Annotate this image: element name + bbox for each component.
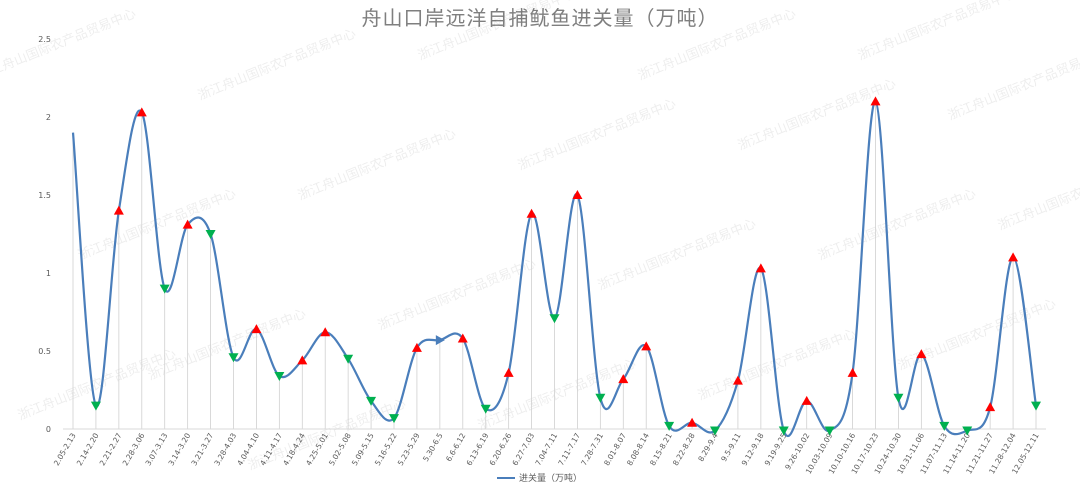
- watermark-text: 浙江舟山国际农产品贸易中心: [376, 256, 538, 333]
- data-point-down-marker: [343, 354, 354, 364]
- x-tick-label: 8.29-9.4: [696, 431, 720, 463]
- y-tick-label: 2.5: [38, 35, 51, 44]
- data-point-down-marker: [778, 426, 789, 436]
- x-tick-label: 8.22-8.28: [671, 431, 697, 467]
- data-point-up-marker: [526, 208, 537, 218]
- x-tick-label: 6.13-6.19: [465, 431, 491, 467]
- x-tick-label: 5.09-5.15: [350, 431, 376, 467]
- x-tick-label: 8.08-8.14: [625, 431, 651, 467]
- x-tick-label: 5.16-5.22: [373, 431, 399, 467]
- watermark-text: 浙江舟山国际农产品贸易中心: [516, 96, 678, 173]
- data-point-down-marker: [824, 426, 835, 436]
- x-tick-label: 5.23-5.29: [396, 431, 422, 467]
- legend: 进关量（万吨）: [497, 472, 582, 484]
- data-point-up-marker: [572, 190, 583, 199]
- x-tick-label: 3.21-3.27: [189, 431, 215, 467]
- x-tick-label: 8.15-8.21: [648, 431, 674, 467]
- x-tick-label: 5.30-6.5: [421, 431, 445, 463]
- x-tick-label: 6.6-6.12: [444, 431, 468, 463]
- x-tick-label: 6.20-6.26: [488, 431, 514, 467]
- data-point-up-marker: [457, 333, 468, 343]
- watermark-text: 浙江舟山国际农产品贸易中心: [856, 0, 1018, 64]
- x-tick-label: 9.12-9.18: [740, 431, 766, 467]
- chart-title: 舟山口岸远洋自捕鱿鱼进关量（万吨）: [361, 6, 719, 30]
- data-point-up-marker: [687, 417, 698, 427]
- data-point-up-marker: [251, 324, 262, 334]
- x-tick-label: 3.14-3.20: [167, 431, 193, 467]
- data-point-up-marker: [732, 375, 743, 385]
- watermark-text: 浙江舟山国际农产品贸易中心: [196, 26, 358, 103]
- legend-label: 进关量（万吨）: [519, 472, 582, 484]
- series-markers: [90, 96, 1041, 436]
- data-point-down-marker: [549, 314, 560, 324]
- data-point-up-marker: [870, 96, 881, 106]
- data-point-up-marker: [411, 342, 422, 352]
- watermark-text: 浙江舟山国际农产品贸易中心: [0, 6, 138, 83]
- data-point-up-marker: [916, 349, 927, 359]
- data-point-down-marker: [159, 284, 170, 294]
- data-point-down-marker: [389, 414, 399, 424]
- x-tick-label: 7.11-7.17: [556, 431, 582, 467]
- data-point-down-marker: [480, 404, 491, 414]
- watermark-text: 浙江舟山国际农产品贸易中心: [16, 346, 178, 423]
- data-point-up-marker: [847, 367, 858, 377]
- x-tick-label: 7.04-7.11: [533, 431, 559, 467]
- x-tick-label: 8.01-8.07: [602, 431, 628, 467]
- watermark-text: 浙江舟山国际农产品贸易中心: [636, 6, 798, 83]
- x-tick-label: 2.14-2.20: [75, 431, 101, 467]
- data-point-up-marker: [297, 355, 308, 365]
- data-point-up-marker: [182, 219, 193, 229]
- data-point-down-marker: [90, 401, 101, 411]
- data-point-down-marker: [205, 230, 216, 239]
- y-tick-label: 2: [46, 113, 51, 122]
- data-point-down-marker: [664, 421, 675, 431]
- data-point-up-marker: [618, 374, 629, 384]
- y-tick-label: 1: [46, 269, 51, 278]
- x-tick-label: 2.28-3.06: [121, 431, 147, 467]
- watermark-text: 浙江舟山国际农产品贸易中心: [896, 296, 1058, 373]
- x-tick-label: 3.07-3.13: [144, 431, 170, 467]
- watermark-text: 浙江舟山国际农产品贸易中心: [946, 46, 1080, 123]
- data-point-up-marker: [985, 402, 996, 412]
- data-point-up-marker: [503, 367, 514, 377]
- data-point-up-marker: [801, 395, 812, 405]
- data-point-up-marker: [755, 263, 766, 273]
- data-point-down-marker: [228, 353, 239, 363]
- watermark-text: 浙江舟山国际农产品贸易中心: [596, 216, 758, 293]
- x-tick-label: 6.27-7.03: [510, 431, 536, 467]
- data-point-right-marker: [435, 335, 445, 346]
- x-tick-label: 2.21-2.27: [98, 431, 124, 467]
- y-tick-label: 0: [46, 425, 51, 434]
- data-point-down-marker: [595, 393, 606, 403]
- data-point-down-marker: [1031, 401, 1041, 411]
- watermark-text: 浙江舟山国际农产品贸易中心: [476, 356, 638, 433]
- x-tick-label: 2.05-2.13: [52, 431, 78, 467]
- watermark-text: 浙江舟山国际农产品贸易中心: [416, 0, 578, 64]
- data-point-down-marker: [893, 393, 904, 403]
- data-point-down-marker: [274, 371, 285, 381]
- x-tick-label: 9.5-9.11: [719, 431, 743, 463]
- data-point-up-marker: [136, 107, 147, 117]
- data-point-down-marker: [962, 426, 973, 436]
- data-point-up-marker: [1008, 252, 1019, 262]
- watermark-text: 浙江舟山国际农产品贸易中心: [816, 186, 978, 263]
- watermark-text: 浙江舟山国际农产品贸易中心: [996, 156, 1080, 233]
- data-point-down-marker: [710, 426, 720, 436]
- data-point-up-marker: [320, 327, 331, 337]
- y-tick-label: 0.5: [38, 347, 51, 356]
- watermark-text: 浙江舟山国际农产品贸易中心: [736, 76, 898, 153]
- data-point-down-marker: [366, 396, 377, 406]
- x-tick-label: 9.19-9.25: [763, 431, 789, 467]
- data-point-up-marker: [113, 205, 124, 215]
- x-tick-label: 7.28-7.31: [579, 431, 605, 467]
- data-point-down-marker: [939, 421, 950, 431]
- watermark-text: 浙江舟山国际农产品贸易中心: [296, 126, 458, 203]
- y-tick-label: 1.5: [38, 191, 51, 200]
- data-point-up-marker: [641, 341, 652, 351]
- x-tick-label: 3.28-4.03: [212, 431, 238, 467]
